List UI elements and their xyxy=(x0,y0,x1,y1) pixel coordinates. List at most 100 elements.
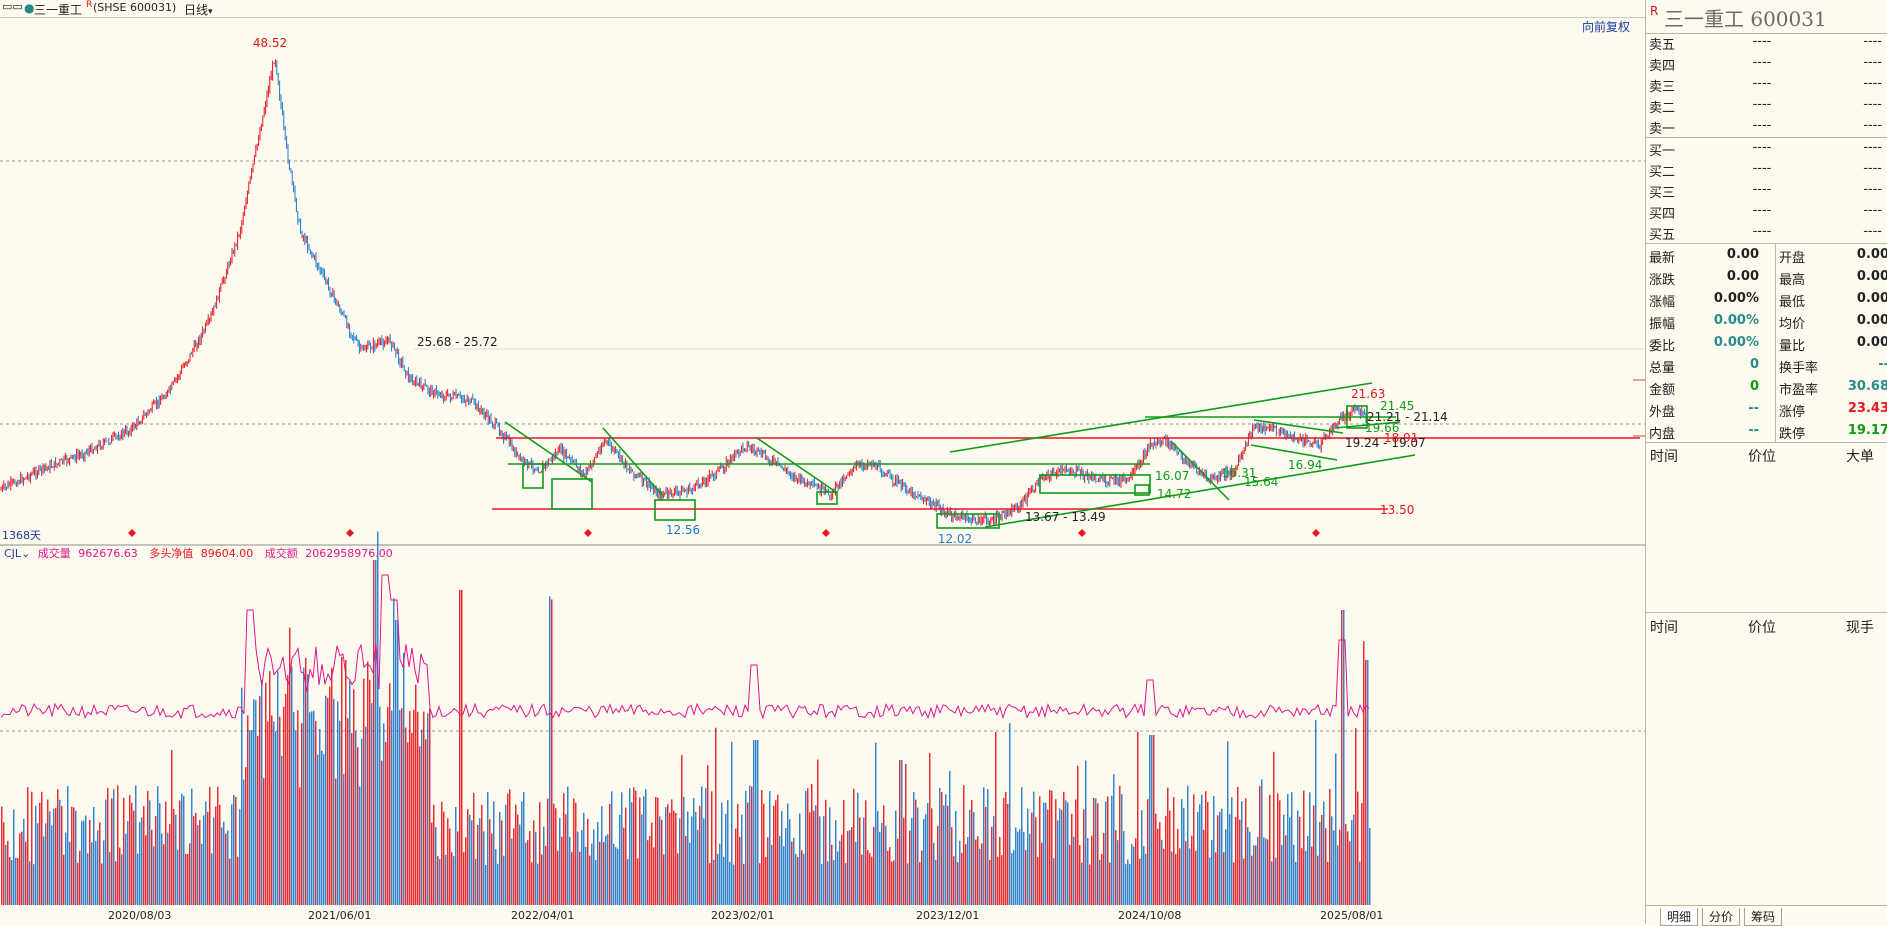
volume-bar xyxy=(1201,794,1203,905)
volume-bar xyxy=(1257,836,1259,905)
volume-bar xyxy=(617,848,619,905)
volume-bar xyxy=(3,822,5,905)
volume-bar xyxy=(325,695,327,905)
volume-bar xyxy=(1237,787,1239,905)
cjl-line xyxy=(0,574,1370,720)
chart-area[interactable]: 48.52 25.68 - 25.72 12.56 12.02 13.67 - … xyxy=(0,17,1645,907)
volume-bar xyxy=(1043,802,1045,905)
volume-bar xyxy=(229,858,231,905)
volume-bar xyxy=(441,801,443,905)
volume-bar xyxy=(611,791,613,905)
volume-bar xyxy=(607,834,609,905)
volume-bar xyxy=(23,818,25,905)
layout-icon[interactable]: ▭▭ xyxy=(2,0,23,13)
period-select[interactable]: 日线▾ xyxy=(184,1,213,18)
volume-bar xyxy=(1173,797,1175,905)
volume-bar xyxy=(59,799,61,905)
volume-bar xyxy=(753,740,755,905)
volume-bar xyxy=(143,806,145,905)
volume-bar xyxy=(359,786,361,905)
tab-chips[interactable]: 筹码 xyxy=(1744,908,1783,926)
volume-bar xyxy=(1233,862,1235,905)
volume-bar xyxy=(805,791,807,905)
volume-bar xyxy=(225,833,227,905)
adjust-button[interactable]: 向前复权 xyxy=(1582,20,1631,34)
volume-bar xyxy=(849,830,851,905)
volume-bar xyxy=(459,590,461,905)
volume-bar xyxy=(445,854,447,905)
volume-bar xyxy=(1227,741,1229,905)
volume-bar xyxy=(1305,851,1307,905)
volume-bar xyxy=(27,787,29,905)
label-support: 13.50 xyxy=(1380,503,1414,517)
volume-bar xyxy=(75,810,77,905)
volume-bar xyxy=(1067,802,1069,905)
volume-bar xyxy=(575,802,577,905)
tab-detail[interactable]: 明细 xyxy=(1660,908,1699,926)
volume-bar xyxy=(157,786,159,905)
volume-bar xyxy=(981,843,983,905)
volume-bar xyxy=(1245,798,1247,905)
volume-bar xyxy=(253,699,255,905)
volume-bar xyxy=(501,820,503,905)
volume-bar xyxy=(53,808,55,905)
trendlines xyxy=(504,382,1416,529)
volume-bar xyxy=(953,856,955,905)
volume-bar xyxy=(1115,830,1117,905)
volume-bar xyxy=(821,864,823,905)
volume-bar xyxy=(755,740,757,905)
volume-bar xyxy=(837,851,839,905)
volume-bar xyxy=(799,813,801,905)
volume-bar xyxy=(839,840,841,905)
volume-bar xyxy=(785,828,787,905)
volume-bar xyxy=(741,814,743,905)
volume-bar xyxy=(361,738,363,905)
volume-bar xyxy=(1343,610,1345,905)
volume-bar xyxy=(905,763,907,905)
volume-bar xyxy=(989,860,991,905)
volume-bar xyxy=(433,804,435,905)
volume-bar xyxy=(855,841,857,905)
volume-bar xyxy=(141,817,143,905)
volume-bar xyxy=(381,760,383,905)
volume-bar xyxy=(605,835,607,905)
volume-bar xyxy=(553,803,555,905)
volume-bar xyxy=(533,820,535,905)
volume-bar xyxy=(743,863,745,905)
volume-bar xyxy=(841,834,843,905)
volume-bar xyxy=(119,847,121,905)
volume-bar xyxy=(719,843,721,905)
volume-bar xyxy=(1357,791,1359,905)
volume-bar xyxy=(639,797,641,905)
volume-bar xyxy=(267,721,269,905)
label-14-72: 14.72 xyxy=(1157,487,1191,501)
x-tick: 2023/12/01 xyxy=(916,909,980,922)
tab-price-split[interactable]: 分价 xyxy=(1702,908,1741,926)
volume-bar xyxy=(117,785,119,905)
volume-bar xyxy=(1097,803,1099,905)
volume-bar xyxy=(865,800,867,905)
volume-bar xyxy=(29,861,31,905)
volume-bar xyxy=(1101,854,1103,905)
volume-bar xyxy=(925,814,927,905)
volume-bar xyxy=(817,759,819,905)
volume-bar xyxy=(1315,719,1317,905)
volume-bar xyxy=(199,819,201,905)
volume-bar xyxy=(1165,815,1167,905)
volume-bar xyxy=(1007,804,1009,905)
stat-right: 最高 0.00 xyxy=(1779,269,1887,288)
volume-bar xyxy=(627,859,629,905)
volume-bar xyxy=(603,842,605,905)
volume-bar xyxy=(351,733,353,905)
volume-bar xyxy=(763,803,765,905)
volume-bar xyxy=(1159,822,1161,905)
volume-bar xyxy=(461,590,463,905)
label-16-94: 16.94 xyxy=(1288,458,1322,472)
volume-bar xyxy=(993,816,995,905)
volume-bar xyxy=(1013,850,1015,905)
volume-bar xyxy=(363,678,365,905)
volume-bar xyxy=(983,787,985,905)
volume-bar xyxy=(613,843,615,905)
volume-bar xyxy=(215,806,217,905)
volume-bar xyxy=(867,850,869,905)
